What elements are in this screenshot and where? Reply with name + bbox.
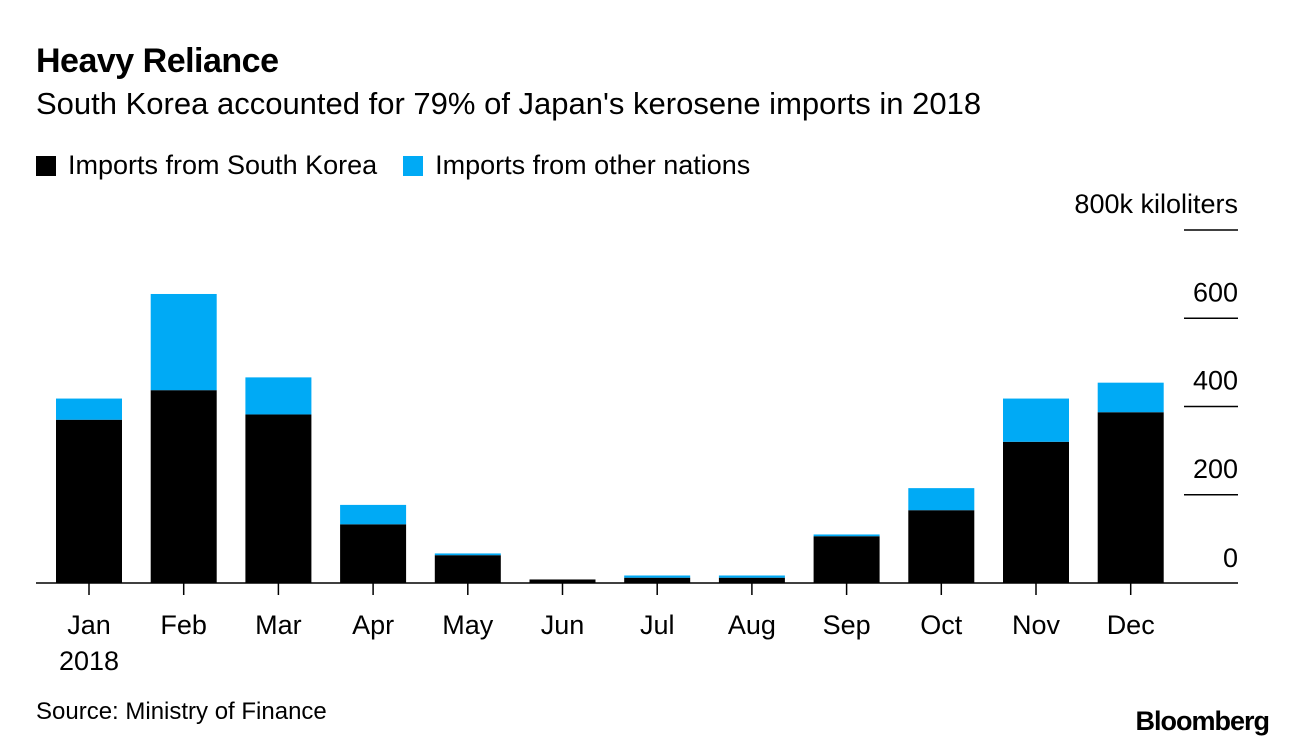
bar-aug-south-korea — [718, 577, 785, 583]
bar-oct-other-nations — [908, 488, 975, 511]
bar-apr-other-nations — [340, 504, 407, 525]
bar-feb-other-nations — [150, 293, 217, 391]
legend-label-other-nations: Imports from other nations — [435, 150, 751, 180]
chart-subtitle: South Korea accounted for 79% of Japan's… — [36, 86, 982, 121]
y-tick-label-600: 600 — [1193, 277, 1238, 307]
bar-sep-other-nations — [813, 534, 880, 537]
legend-label-south-korea: Imports from South Korea — [68, 150, 378, 180]
bar-jul-other-nations — [624, 575, 691, 578]
source-note: Source: Ministry of Finance — [36, 698, 327, 725]
x-tick-label-jul: Jul — [640, 610, 675, 640]
x-tick-label-apr: Apr — [352, 610, 394, 640]
legend-swatch-other-nations — [403, 155, 424, 176]
bar-jul-south-korea — [624, 577, 691, 583]
y-tick-label-800: 800k kiloliters — [1074, 189, 1238, 219]
x-tick-label-feb: Feb — [160, 610, 207, 640]
x-tick-label-mar: Mar — [255, 610, 302, 640]
bar-aug-other-nations — [718, 575, 785, 578]
bar-jan-other-nations — [56, 398, 122, 420]
x-tick-label-jun: Jun — [541, 610, 585, 640]
legend-item-other-nations: Imports from other nations — [403, 150, 750, 181]
x-tick-label-may: May — [442, 610, 494, 640]
bar-jun-south-korea — [529, 579, 596, 583]
legend-swatch-south-korea — [36, 155, 56, 176]
bar-nov-south-korea — [1003, 441, 1069, 583]
bar-apr-south-korea — [340, 524, 407, 583]
y-tick-label-200: 200 — [1193, 454, 1238, 484]
x-tick-label-sep: Sep — [823, 610, 871, 640]
bar-may-south-korea — [434, 555, 501, 583]
legend: Imports from South Korea Imports from ot… — [36, 150, 776, 181]
bar-jan-south-korea — [56, 419, 122, 583]
bar-sep-south-korea — [813, 536, 880, 583]
legend-item-south-korea: Imports from South Korea — [36, 150, 377, 181]
bar-dec-south-korea — [1097, 412, 1164, 583]
x-tick-sublabel-jan: 2018 — [59, 646, 119, 676]
bars — [56, 293, 1164, 583]
y-axis-labels: 0 200 400 600 800k kiloliters — [1074, 189, 1238, 573]
x-axis: Jan 2018 Feb Mar Apr May Jun Jul Aug Sep Oct Nov Dec — [36, 582, 1238, 676]
bar-nov-other-nations — [1003, 398, 1069, 442]
chart-title: Heavy Reliance — [36, 42, 279, 80]
x-tick-label-oct: Oct — [920, 610, 963, 640]
gridlines — [1184, 229, 1238, 496]
y-tick-label-0: 0 — [1223, 543, 1238, 573]
x-tick-label-jan: Jan — [67, 610, 111, 640]
bar-oct-south-korea — [908, 510, 975, 583]
bar-feb-south-korea — [150, 390, 217, 583]
y-tick-label-400: 400 — [1193, 366, 1238, 396]
bar-mar-south-korea — [245, 414, 312, 583]
bar-mar-other-nations — [245, 377, 312, 415]
x-tick-label-dec: Dec — [1107, 610, 1155, 640]
bar-dec-other-nations — [1097, 382, 1164, 413]
x-tick-label-nov: Nov — [1012, 610, 1061, 640]
bloomberg-logo: Bloomberg — [1135, 706, 1270, 736]
bar-may-other-nations — [434, 553, 501, 556]
x-tick-label-aug: Aug — [728, 610, 776, 640]
